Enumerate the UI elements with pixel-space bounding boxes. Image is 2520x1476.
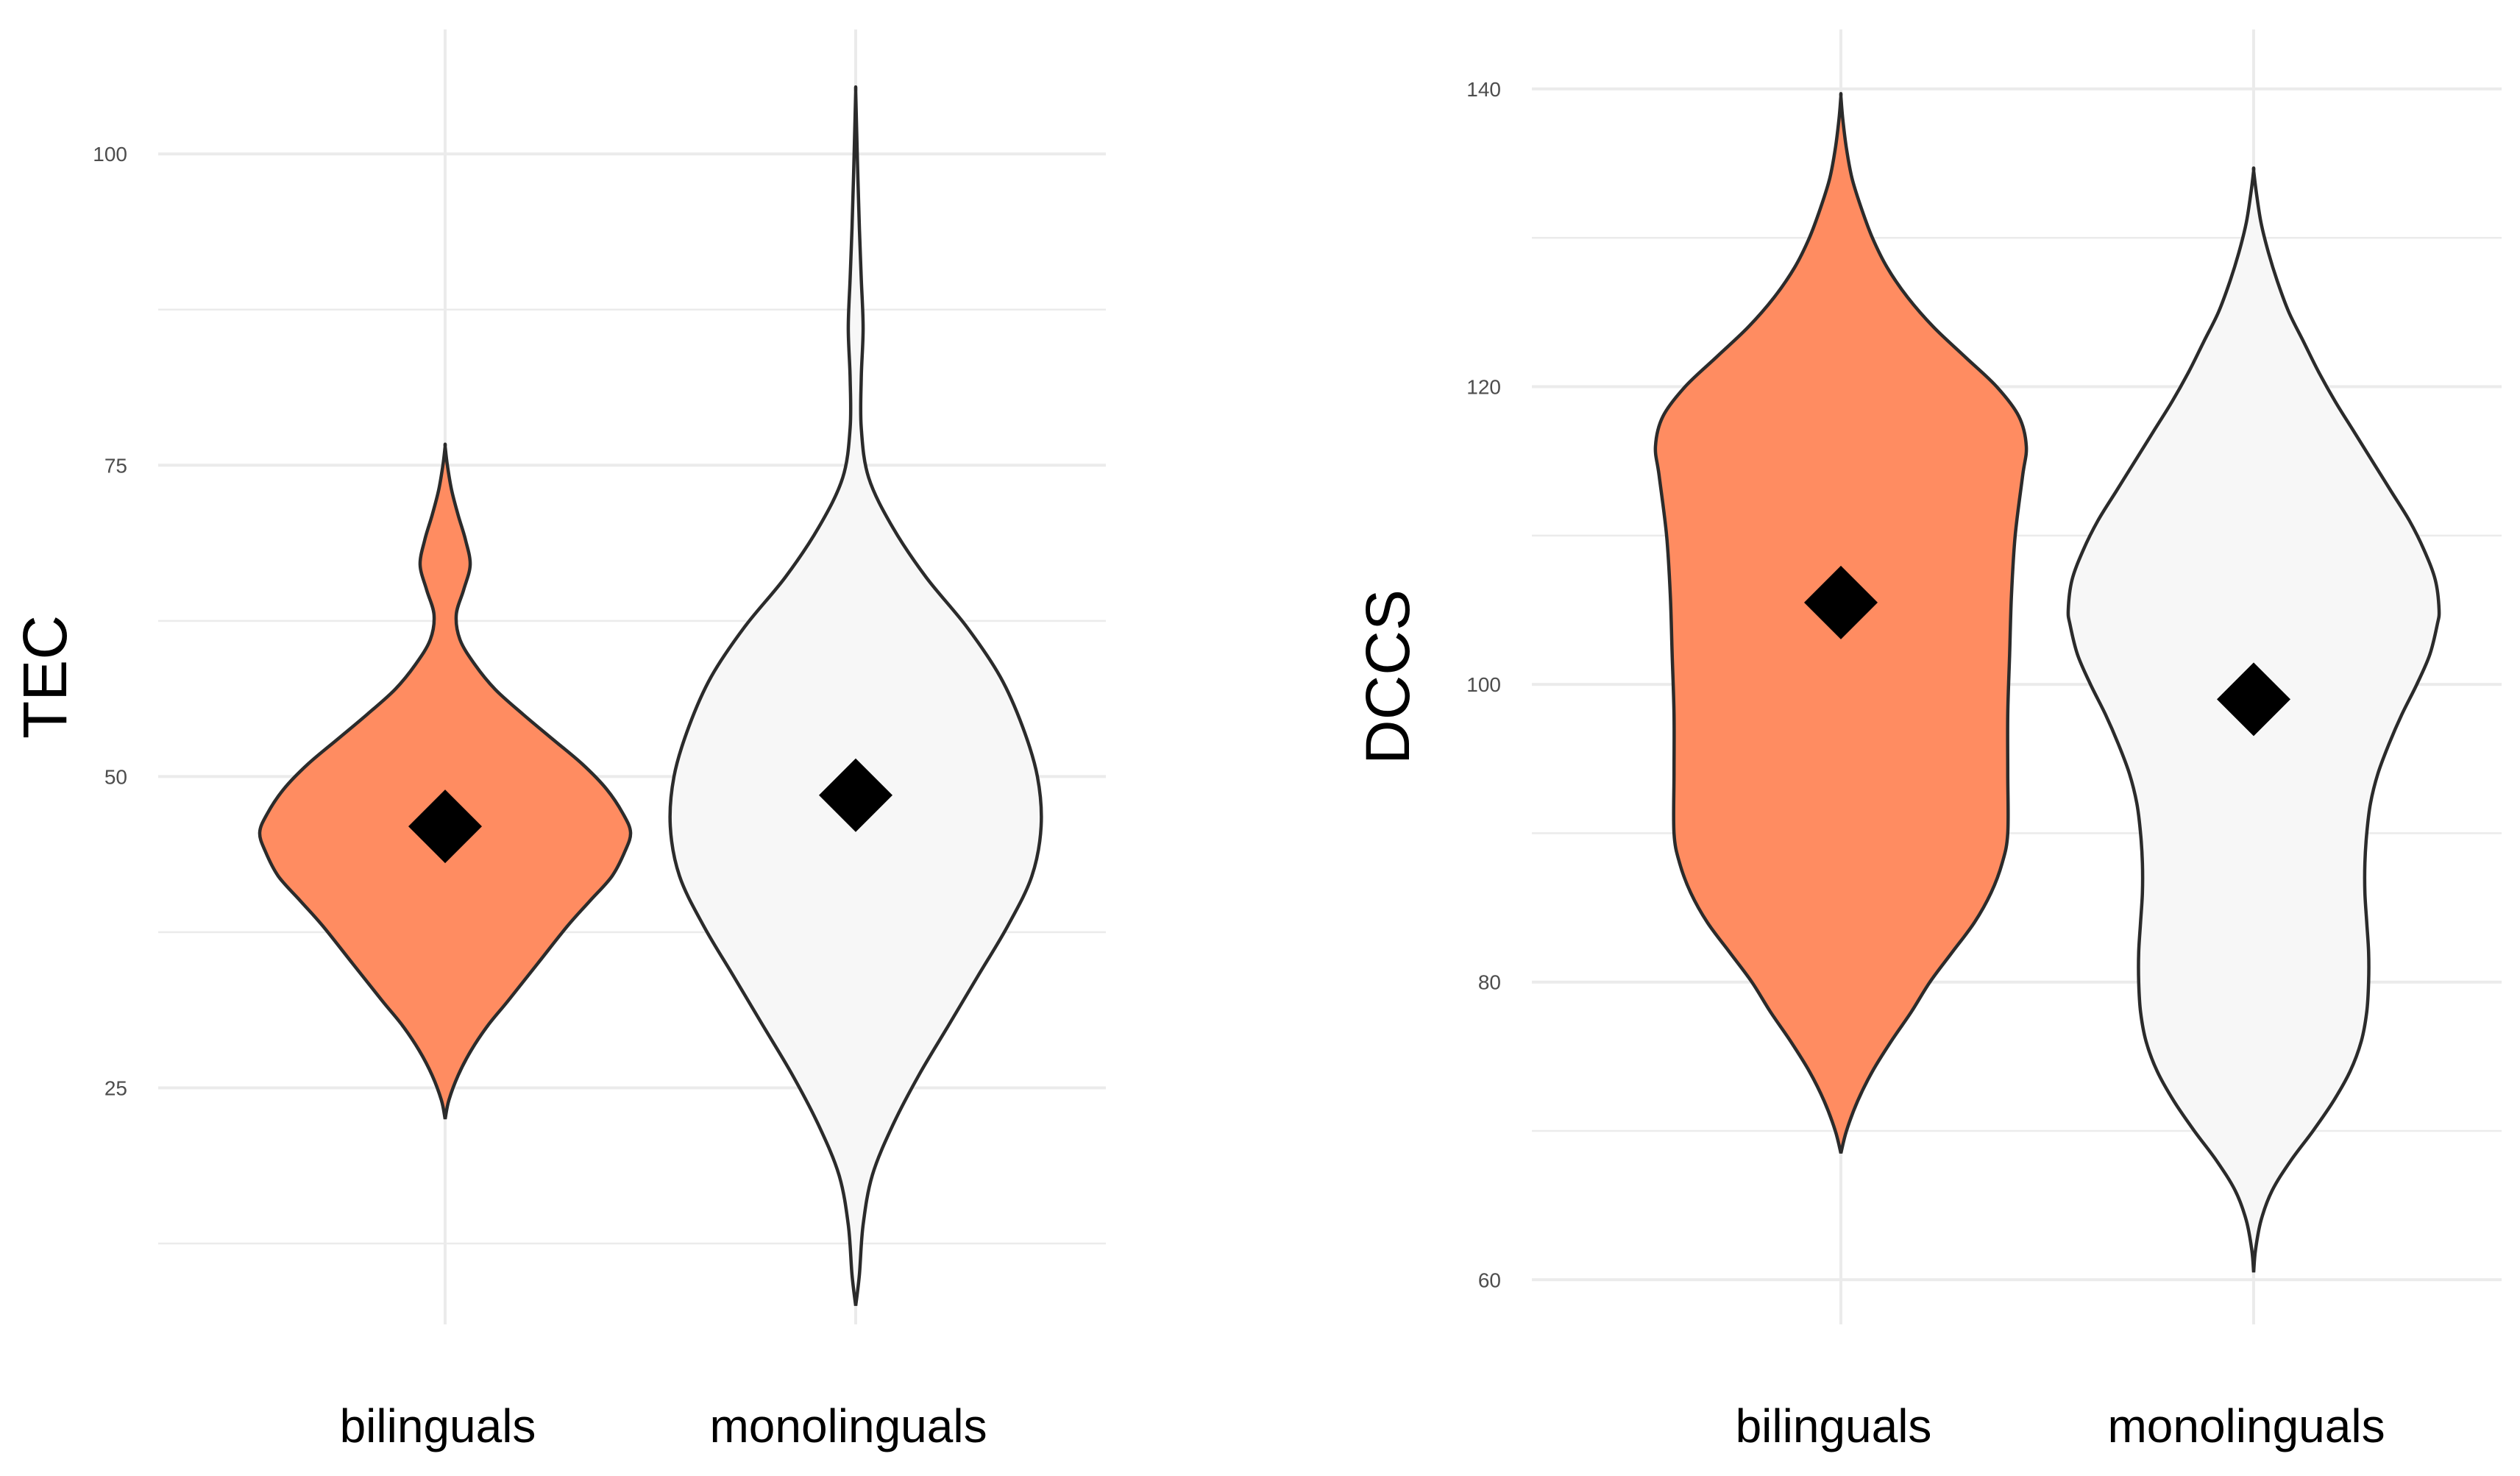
mean-marker-bilinguals bbox=[408, 790, 482, 864]
panel-tec: 25 50 75 100 bilinguals monolinguals TEC bbox=[10, 29, 1106, 1452]
x-category-label: monolinguals bbox=[709, 1399, 987, 1452]
violin-bilinguals bbox=[258, 442, 633, 1120]
mean-marker-monolinguals bbox=[819, 758, 892, 832]
y-tick-label: 75 bbox=[104, 454, 127, 477]
violin-monolinguals bbox=[668, 85, 1043, 1306]
x-category-label: monolinguals bbox=[2107, 1399, 2385, 1452]
x-category-label: bilinguals bbox=[1736, 1399, 1932, 1452]
mean-marker-bilinguals bbox=[1804, 565, 1878, 639]
y-tick-label: 100 bbox=[1466, 673, 1501, 696]
y-tick-label: 120 bbox=[1466, 376, 1501, 399]
y-axis-title: TEC bbox=[10, 615, 79, 739]
y-tick-label: 60 bbox=[1478, 1269, 1501, 1291]
y-tick-label: 25 bbox=[104, 1076, 127, 1099]
y-tick-label: 100 bbox=[93, 143, 127, 166]
y-tick-label: 50 bbox=[104, 765, 127, 788]
y-tick-label: 80 bbox=[1478, 971, 1501, 994]
panel-dccs: 60 80 100 120 140 bilinguals monolinguals DCCS bbox=[1353, 29, 2502, 1452]
y-tick-label: 140 bbox=[1466, 78, 1501, 101]
y-axis-title: DCCS bbox=[1353, 589, 1422, 764]
mean-marker-monolinguals bbox=[2217, 662, 2290, 737]
x-category-label: bilinguals bbox=[340, 1399, 536, 1452]
